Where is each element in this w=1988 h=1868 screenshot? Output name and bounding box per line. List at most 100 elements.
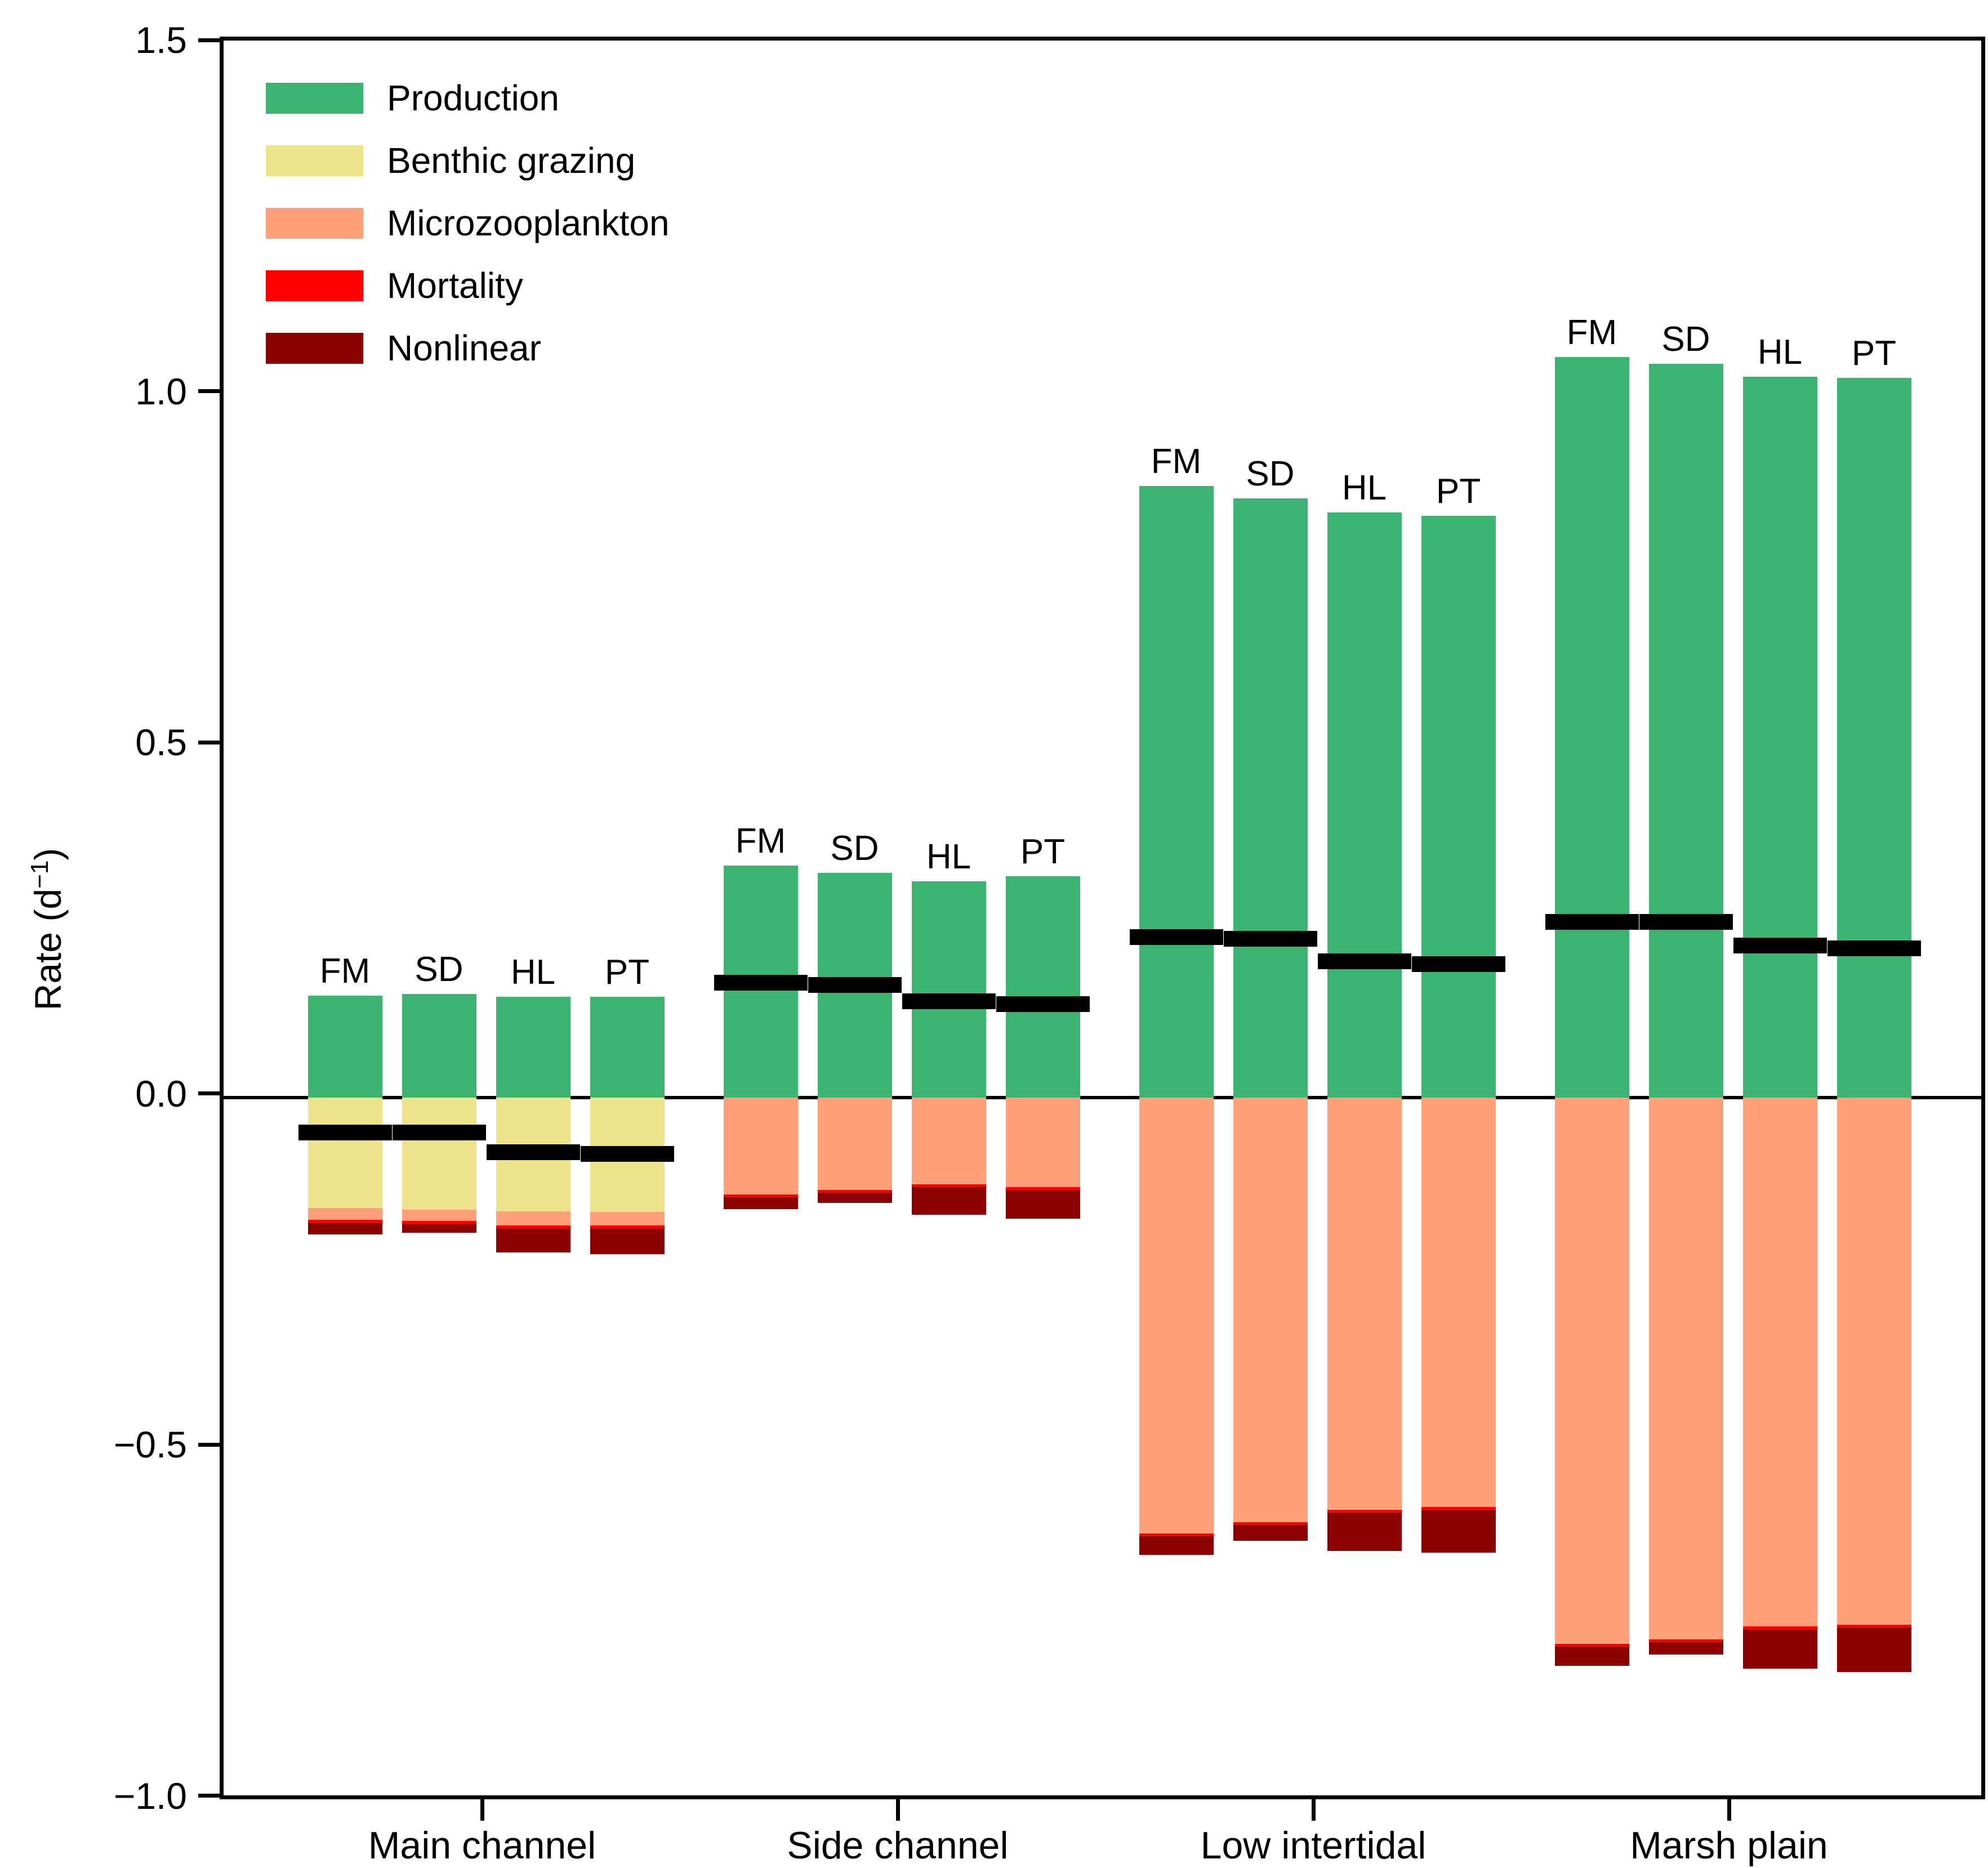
- bar-segment-production: [1139, 485, 1214, 1098]
- bar-segment-microzooplankton: [1742, 1097, 1817, 1626]
- net-rate-marker: [996, 996, 1090, 1012]
- y-tick-label: 1.0: [135, 370, 187, 412]
- bar-segment-nonlinear: [817, 1193, 892, 1203]
- x-tick-mark: [895, 1799, 900, 1821]
- bar-segment-microzooplankton: [1837, 1097, 1911, 1625]
- legend-label-nonlinear: Nonlinear: [387, 328, 541, 368]
- bar-segment-nonlinear: [723, 1197, 798, 1210]
- y-tick-mark: [198, 1794, 220, 1798]
- y-axis-label-prefix: Rate (d: [27, 888, 69, 1011]
- y-tick-mark: [198, 38, 220, 42]
- bar-segment-benthic-grazing: [402, 1097, 476, 1210]
- y-tick-label: 1.5: [135, 19, 187, 61]
- bar-segment-microzooplankton: [1327, 1097, 1402, 1510]
- bar-model-label: PT: [1436, 472, 1481, 511]
- bar-segment-production: [1742, 377, 1817, 1098]
- bar-segment-nonlinear: [1233, 1525, 1308, 1541]
- bar-segment-production: [1421, 516, 1496, 1098]
- bar-segment-production: [1233, 498, 1308, 1098]
- net-rate-marker: [1827, 940, 1921, 957]
- y-axis-label-superscript: −1: [26, 860, 54, 889]
- legend-swatch-mortality: [266, 270, 363, 301]
- legend-swatch-nonlinear: [266, 333, 363, 364]
- legend-label-benthic-grazing: Benthic grazing: [387, 140, 636, 181]
- bar-segment-microzooplankton: [817, 1097, 892, 1191]
- net-rate-marker: [902, 993, 996, 1009]
- bar-segment-microzooplankton: [307, 1207, 382, 1220]
- bar-segment-microzooplankton: [723, 1097, 798, 1194]
- bar-model-label: HL: [510, 953, 556, 992]
- bar-segment-mortality: [1648, 1639, 1723, 1643]
- bar-segment-microzooplankton: [496, 1211, 570, 1225]
- bar-model-label: SD: [1246, 454, 1295, 494]
- bar-model-label: SD: [414, 950, 463, 989]
- net-rate-marker: [1733, 938, 1827, 954]
- bar-segment-production: [1648, 363, 1723, 1098]
- bar-model-label: SD: [830, 828, 879, 868]
- bar-segment-mortality: [1837, 1625, 1911, 1628]
- bar-segment-microzooplankton: [1233, 1097, 1308, 1523]
- y-axis-label: Rate (d−1): [23, 732, 73, 1126]
- net-rate-marker: [714, 975, 808, 991]
- y-tick-label: 0.0: [135, 1072, 187, 1114]
- bar-segment-nonlinear: [590, 1228, 665, 1254]
- y-axis-label-suffix: ): [27, 848, 69, 861]
- bar-segment-mortality: [1233, 1522, 1308, 1526]
- bar-segment-mortality: [496, 1225, 570, 1228]
- bar-segment-mortality: [1742, 1626, 1817, 1629]
- bar-segment-microzooplankton: [911, 1097, 986, 1185]
- x-tick-mark: [1311, 1799, 1316, 1821]
- bar-segment-production: [496, 997, 570, 1098]
- bar-model-label: PT: [1020, 832, 1066, 871]
- bar-segment-mortality: [1139, 1533, 1214, 1537]
- plot-area: FM SD HL PT FM SD HL PT FM SD HL PT FM SD HL PT Product…: [220, 37, 1985, 1799]
- net-rate-marker: [1639, 914, 1733, 930]
- y-tick-mark: [198, 389, 220, 394]
- y-tick-mark: [198, 1091, 220, 1096]
- x-group-label: Marsh plain: [1630, 1824, 1828, 1867]
- bar-segment-mortality: [1554, 1643, 1629, 1647]
- bar-segment-nonlinear: [1648, 1642, 1723, 1655]
- legend-swatch-production: [266, 83, 363, 114]
- x-tick-mark: [1727, 1799, 1731, 1821]
- zero-baseline: [224, 1095, 1981, 1099]
- bar-segment-production: [1837, 377, 1911, 1098]
- y-tick-mark: [198, 1442, 220, 1447]
- bar-segment-benthic-grazing: [307, 1097, 382, 1208]
- bar-segment-nonlinear: [1421, 1509, 1496, 1553]
- bar-segment-microzooplankton: [402, 1210, 476, 1221]
- bar-segment-microzooplankton: [1005, 1097, 1080, 1188]
- bar-segment-mortality: [590, 1225, 665, 1228]
- legend-label-production: Production: [387, 78, 559, 118]
- bar-model-label: FM: [319, 951, 371, 991]
- legend-label-microzooplankton: Microzooplankton: [387, 203, 670, 243]
- net-rate-marker: [580, 1145, 674, 1162]
- y-tick-label: −1.0: [113, 1775, 187, 1817]
- bar-model-label: FM: [1566, 313, 1617, 353]
- legend-swatch-benthic-grazing: [266, 145, 363, 176]
- bar-segment-mortality: [911, 1184, 986, 1188]
- bar-model-label: PT: [604, 953, 650, 992]
- bar-segment-nonlinear: [1837, 1628, 1911, 1672]
- bar-segment-microzooplankton: [1421, 1097, 1496, 1507]
- bar-segment-production: [307, 995, 382, 1098]
- bar-segment-production: [1327, 512, 1402, 1098]
- net-rate-marker: [486, 1144, 580, 1161]
- bar-model-label: PT: [1851, 333, 1897, 373]
- bar-segment-nonlinear: [911, 1187, 986, 1215]
- bar-segment-mortality: [1005, 1187, 1080, 1191]
- bar-segment-production: [1554, 357, 1629, 1098]
- x-group-label: Low intertidal: [1200, 1824, 1427, 1867]
- bar-segment-nonlinear: [1742, 1629, 1817, 1669]
- bar-segment-production: [402, 994, 476, 1098]
- net-rate-marker: [1317, 953, 1411, 969]
- legend-label-mortality: Mortality: [387, 265, 523, 306]
- net-rate-marker: [1223, 930, 1317, 947]
- net-rate-marker: [1545, 914, 1639, 930]
- bar-segment-mortality: [307, 1219, 382, 1223]
- bar-segment-production: [1005, 876, 1080, 1098]
- bar-segment-nonlinear: [496, 1228, 570, 1253]
- bar-segment-nonlinear: [1139, 1536, 1214, 1555]
- bar-segment-nonlinear: [402, 1224, 476, 1233]
- bar-segment-nonlinear: [1554, 1646, 1629, 1666]
